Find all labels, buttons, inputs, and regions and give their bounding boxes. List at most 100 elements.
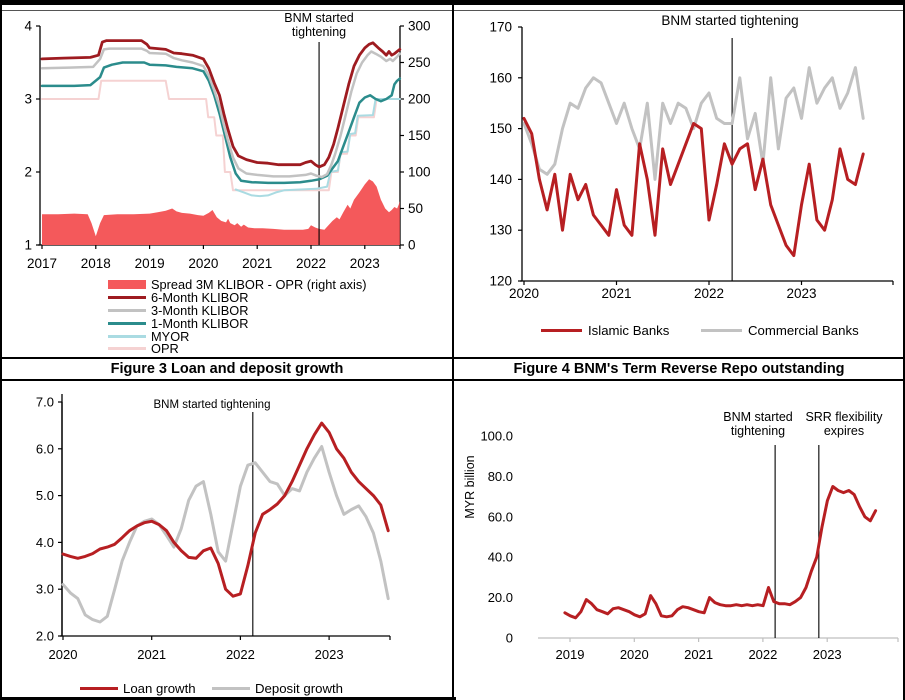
legend-item: 1-Month KLIBOR <box>108 315 366 331</box>
legend-item: OPR <box>108 341 366 357</box>
y-tick-label: 40.0 <box>488 550 513 565</box>
figure3-title: Figure 3 Loan and deposit growth <box>110 361 344 377</box>
y-tick-label: 4.0 <box>36 535 54 550</box>
frame-divider-vertical <box>452 0 454 700</box>
series-area-spread-3m-klibor-opr <box>42 179 400 245</box>
series-line-loan-growth <box>61 421 390 598</box>
x-tick-label: 2023 <box>786 286 816 301</box>
fig4-annotation-srr-line1: SRR flexibility <box>805 410 883 424</box>
legend-item: 6-Month KLIBOR <box>108 289 366 305</box>
x-tick-label: 2023 <box>315 647 344 662</box>
y-tick-label: 160 <box>489 70 512 85</box>
series-line-deposit-growth <box>61 445 390 624</box>
y-tick-label: 1 <box>24 238 32 253</box>
fig4-annotation-bnm-line1: BNM started <box>723 410 793 424</box>
legend-item: Spread 3M KLIBOR - OPR (right axis) <box>108 277 366 292</box>
legend-label: Deposit growth <box>255 681 343 696</box>
y-tick-label: 3 <box>24 92 32 107</box>
x-tick-label: 2018 <box>81 256 111 271</box>
y-tick-label: 2.0 <box>36 629 54 644</box>
series-line-islamic-banks <box>522 116 865 258</box>
fig1-annotation-line1: BNM started <box>284 11 354 25</box>
y-tick-label: 20.0 <box>488 590 513 605</box>
x-tick-label: 2020 <box>509 286 539 301</box>
x-tick-label: 2022 <box>694 286 724 301</box>
legend-swatch-line <box>108 295 146 299</box>
x-tick-label: 2022 <box>748 647 777 662</box>
right-y-tick-label: 150 <box>408 128 431 143</box>
y-tick-label: 140 <box>489 172 512 187</box>
legend-swatch-line <box>108 321 146 325</box>
legend-label: 3-Month KLIBOR <box>151 302 249 318</box>
frame-border-left <box>0 0 2 700</box>
fig1-annotation-line2: tightening <box>291 25 347 39</box>
y-tick-label: 100.0 <box>480 429 513 444</box>
y-tick-label: 6.0 <box>36 441 54 456</box>
x-tick-label: 2019 <box>135 256 165 271</box>
fig4-annotation-srr-line2: expires <box>823 424 865 438</box>
right-y-tick-label: 0 <box>408 238 416 253</box>
legend-swatch-line <box>80 686 118 691</box>
series-line-3-month-klibor <box>40 47 402 179</box>
fig2-annotation: BNM started tightening <box>661 13 799 28</box>
fig1-annotation: BNM started tightening <box>238 11 400 39</box>
fig2-legend-islamic: Islamic Banks <box>541 323 669 338</box>
fig4-annotation-bnm-line2: tightening <box>730 424 786 438</box>
fig3-annotation: BNM started tightening <box>153 399 271 411</box>
legend-label: Islamic Banks <box>588 323 670 338</box>
x-tick-label: 2023 <box>813 647 842 662</box>
fig3-legend-deposit: Deposit growth <box>212 681 343 696</box>
fig3-legend-loan: Loan growth <box>80 681 196 696</box>
series-line-myor <box>234 98 401 198</box>
legend-label: MYOR <box>151 328 190 344</box>
y-tick-label: 120 <box>489 274 512 289</box>
series-line-commercial-banks <box>522 66 865 181</box>
right-y-tick-label: 100 <box>408 165 431 180</box>
legend-label: 6-Month KLIBOR <box>151 289 249 305</box>
x-tick-label: 2021 <box>242 256 272 271</box>
right-y-tick-label: 50 <box>408 201 423 216</box>
legend-swatch-area <box>108 279 146 289</box>
x-tick-label: 2022 <box>296 256 326 271</box>
title-band-border-top <box>0 357 905 359</box>
fig4-annotation-bnm: BNM started tightening <box>700 410 816 438</box>
y-tick-label: 60.0 <box>488 509 513 524</box>
y-tick-label: 3.0 <box>36 582 54 597</box>
fig2-legend-commercial: Commercial Banks <box>701 323 859 338</box>
y-tick-label: 80.0 <box>488 469 513 484</box>
legend-item: 3-Month KLIBOR <box>108 302 366 318</box>
legend-swatch-line <box>541 328 582 333</box>
legend-swatch-line <box>108 308 146 312</box>
title-band-border-bottom <box>0 379 905 381</box>
legend-label: OPR <box>151 341 179 357</box>
legend-swatch-line <box>108 334 146 338</box>
legend-label: Commercial Banks <box>748 323 859 338</box>
legend-item: MYOR <box>108 328 366 344</box>
x-tick-label: 2021 <box>684 647 713 662</box>
x-tick-label: 2020 <box>620 647 649 662</box>
y-tick-label: 130 <box>489 223 512 238</box>
x-tick-label: 2019 <box>556 647 585 662</box>
legend-swatch-line <box>108 347 146 351</box>
right-y-tick-label: 250 <box>408 55 431 70</box>
y-tick-label: 4 <box>24 19 32 34</box>
x-tick-label: 2021 <box>601 286 631 301</box>
figure4-title: Figure 4 BNM's Term Reverse Repo outstan… <box>513 361 845 377</box>
legend-swatch-line <box>212 686 250 691</box>
y-tick-label: 150 <box>489 121 512 136</box>
x-tick-label: 2020 <box>49 647 78 662</box>
series-line-1-month-klibor <box>40 61 402 185</box>
fig4-annotation-srr: SRR flexibility expires <box>786 410 902 438</box>
x-tick-label: 2023 <box>350 256 380 271</box>
fig1-legend: Spread 3M KLIBOR - OPR (right axis) 6-Mo… <box>108 277 366 357</box>
y-tick-label: 0 <box>506 631 513 646</box>
y-tick-label: 7.0 <box>36 395 54 410</box>
series-line-term-reverse-repo-outstanding <box>563 485 878 620</box>
right-y-tick-label: 200 <box>408 92 431 107</box>
y-tick-label: 2 <box>24 165 32 180</box>
fig4-y-axis-label: MYR billion <box>463 455 477 519</box>
legend-label: 1-Month KLIBOR <box>151 315 249 331</box>
frame-border-right <box>903 0 905 700</box>
